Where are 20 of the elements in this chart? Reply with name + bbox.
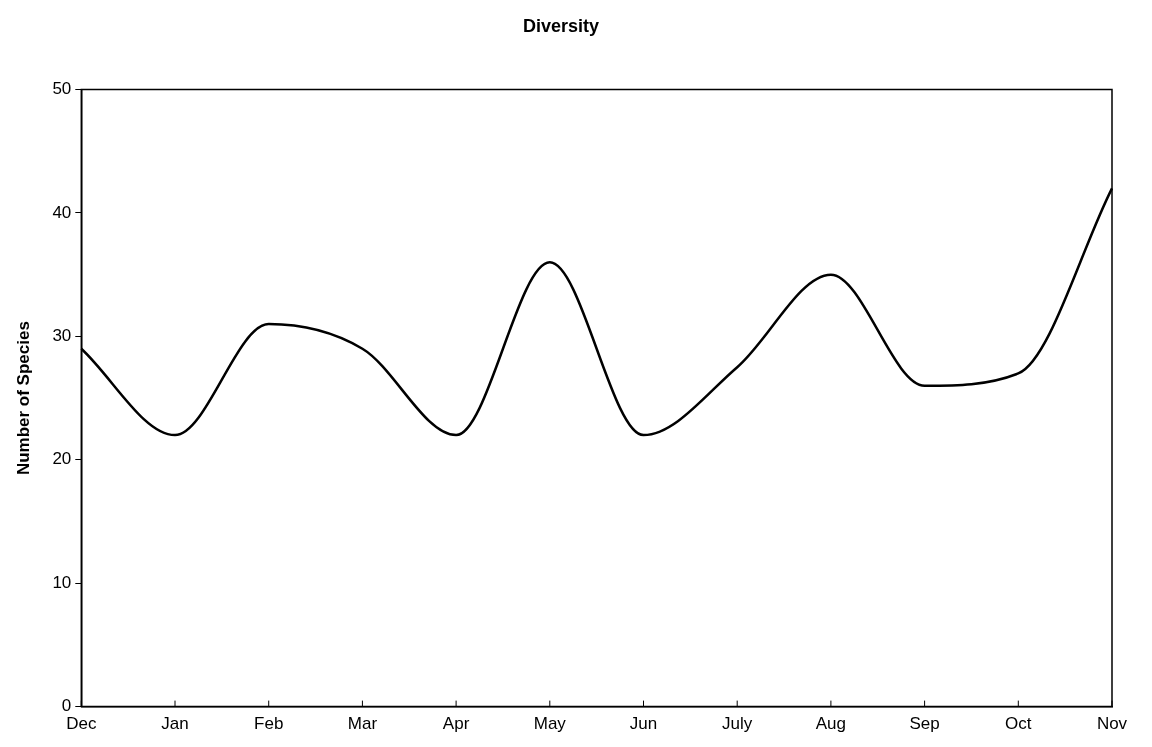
y-axis-title: Number of Species [13, 321, 33, 476]
x-tick-label: May [533, 714, 567, 734]
x-tick-label: Feb [254, 714, 284, 734]
y-tick-label: 40 [52, 202, 72, 222]
x-tick-label: Apr [442, 714, 470, 734]
x-tick-label: Aug [815, 714, 847, 734]
x-tick-label: Nov [1096, 714, 1128, 734]
x-tick-label: Oct [1005, 714, 1032, 734]
y-tick-label: 50 [52, 79, 72, 99]
y-tick-label: 10 [52, 572, 72, 592]
y-tick-label: 30 [52, 326, 72, 346]
y-tick-label: 0 [61, 696, 72, 716]
x-tick-label: Dec [66, 714, 97, 734]
x-tick-label: Jan [161, 714, 189, 734]
x-tick-label: Sep [909, 714, 940, 734]
chart-title: Diversity [522, 15, 600, 36]
x-tick-label: Mar [347, 714, 378, 734]
x-tick-label: Jun [629, 714, 658, 734]
x-tick-label: July [722, 714, 753, 734]
y-tick-label: 20 [52, 449, 72, 469]
